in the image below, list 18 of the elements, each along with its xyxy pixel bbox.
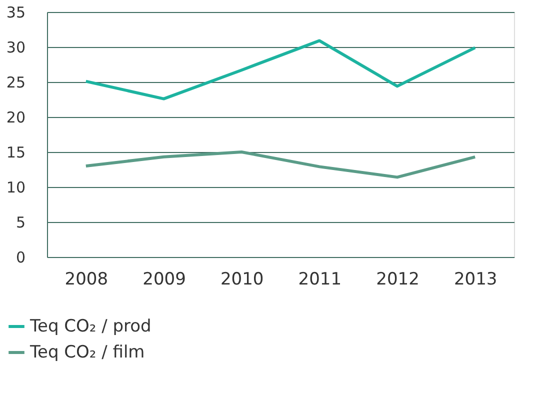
x-tick-label: 2011 [298, 270, 342, 290]
y-tick-label: 15 [6, 144, 26, 162]
y-tick-label: 0 [16, 248, 26, 266]
line-series [84, 39, 477, 100]
y-tick-label: 25 [6, 74, 26, 92]
line-series [84, 150, 477, 179]
y-tick-label: 35 [6, 4, 26, 22]
y-tick-label: 20 [6, 108, 26, 126]
legend-label: Teq CO₂ / prod [29, 316, 152, 336]
x-tick-label: 2009 [142, 270, 186, 290]
x-tick-label: 2013 [454, 270, 498, 290]
x-tick-label: 2008 [64, 270, 108, 290]
y-tick-label: 10 [6, 178, 26, 196]
x-tick-label: 2010 [220, 270, 264, 290]
y-tick-label: 30 [6, 38, 26, 56]
x-tick-label: 2012 [376, 270, 420, 290]
legend-label: Teq CO₂ / film [29, 342, 145, 362]
y-tick-label: 5 [16, 214, 26, 232]
